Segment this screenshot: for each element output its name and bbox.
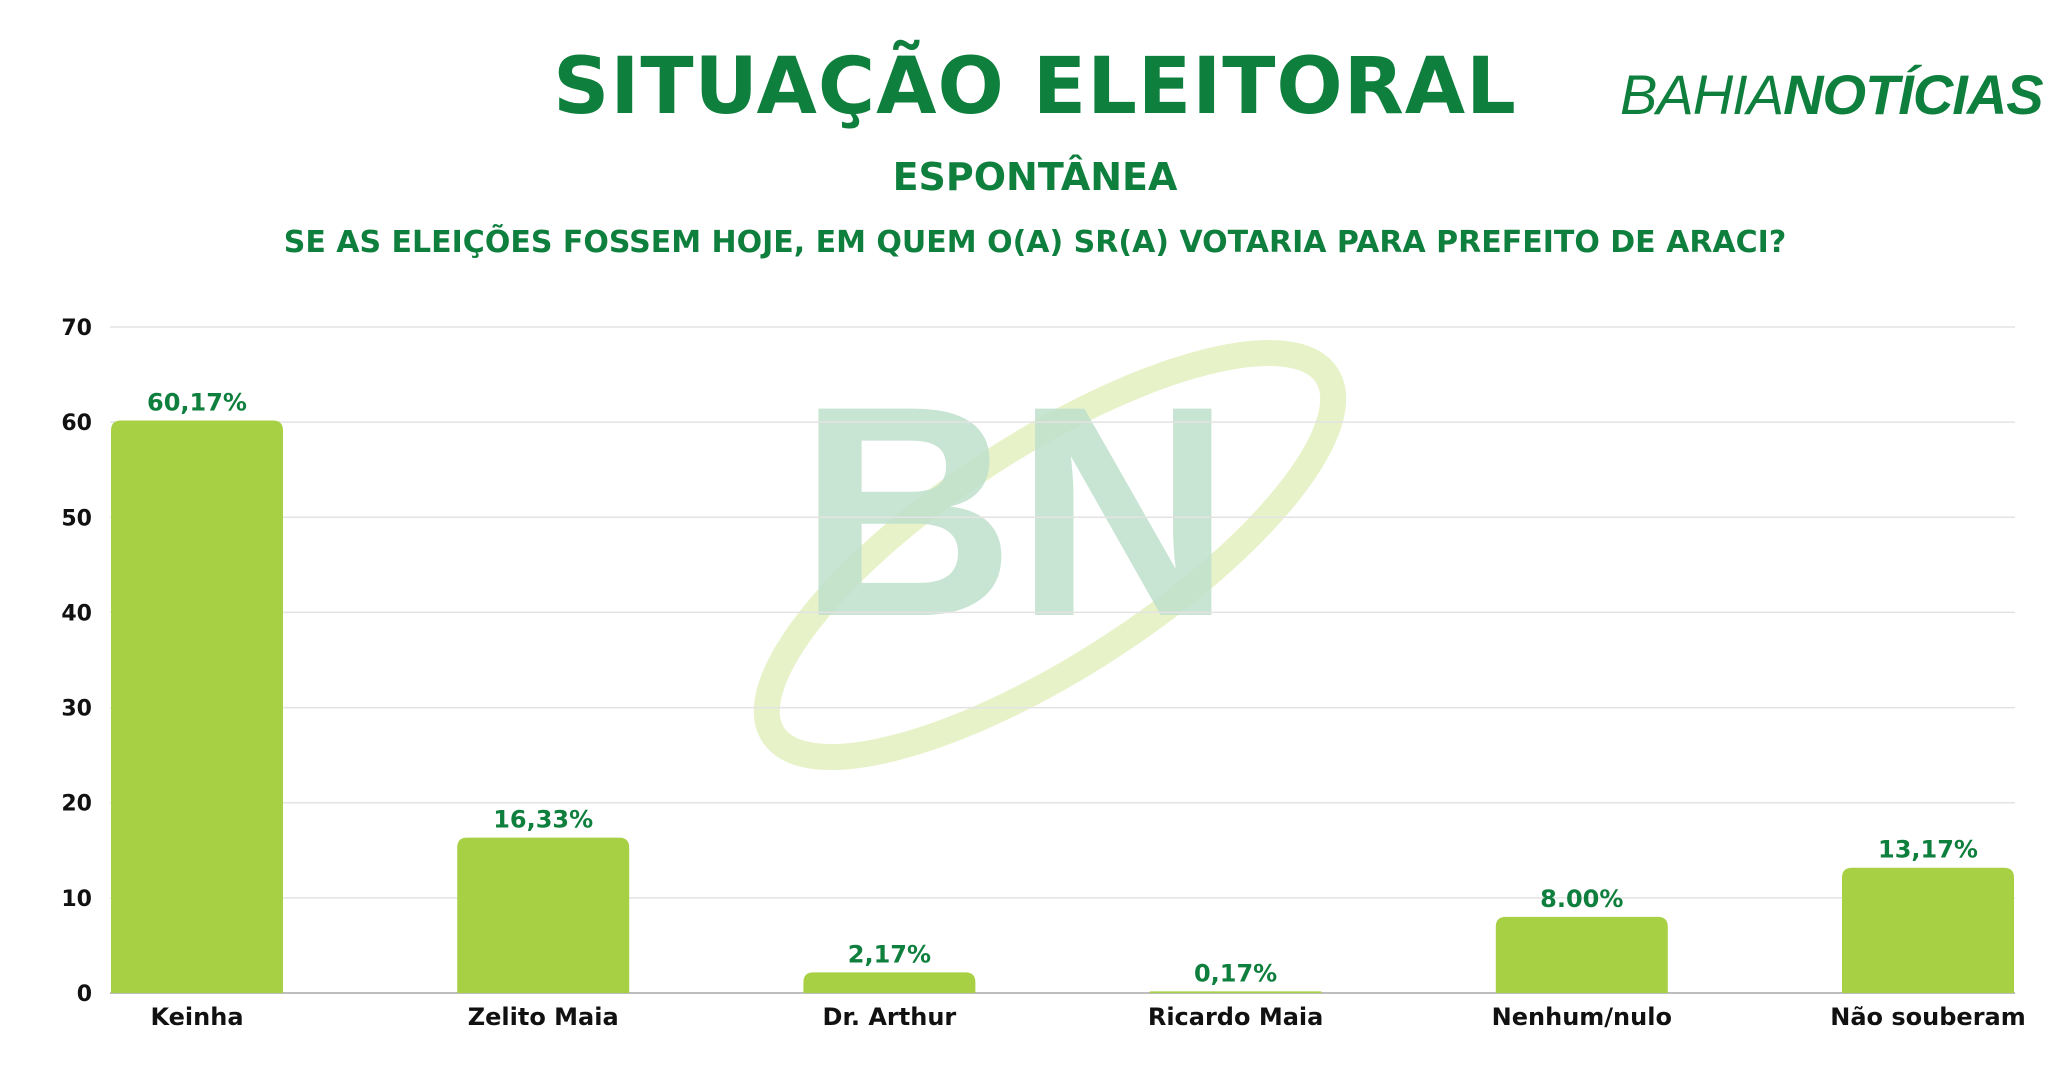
x-category-label-1: Zelito Maia: [468, 1003, 619, 1031]
y-tick-label: 60: [61, 411, 92, 436]
y-tick-label: 50: [61, 506, 92, 531]
bar-1: [457, 837, 630, 993]
bar-3: [1149, 991, 1322, 993]
y-tick-label: 40: [61, 601, 92, 626]
bar-0: [111, 420, 283, 994]
data-label-3: 0,17%: [1194, 959, 1277, 987]
y-tick-label: 0: [77, 982, 92, 1007]
x-category-label-5: Não souberam: [1830, 1003, 2025, 1031]
y-tick-label: 70: [61, 316, 92, 341]
data-label-4: 8.00%: [1540, 885, 1623, 913]
bn-watermark-logo: BN: [753, 339, 1347, 771]
x-category-label-2: Dr. Arthur: [823, 1003, 957, 1031]
chart-gridlines: [110, 326, 2015, 994]
x-axis: Keinha Zelito Maia Dr. Arthur Ricardo Maia N…: [150, 1003, 2025, 1031]
bar-4: [1495, 916, 1668, 993]
y-tick-label: 30: [61, 697, 92, 722]
logo-part-bahia: BAHIA: [1620, 63, 1784, 126]
x-category-label-0: Keinha: [150, 1003, 243, 1031]
chart-subtitle: ESPONTÂNEA: [892, 155, 1178, 199]
x-category-label-3: Ricardo Maia: [1148, 1003, 1324, 1031]
chart-title: SITUAÇÃO ELEITORAL: [553, 42, 1517, 132]
bar-2: [803, 972, 976, 993]
watermark-letters: BN: [798, 343, 1231, 679]
survey-question: SE AS ELEIÇÕES FOSSEM HOJE, EM QUEM O(A)…: [283, 225, 1787, 260]
chart-data-labels: 60,17% 16,33% 2,17% 0,17% 8.00% 13,17%: [147, 389, 1978, 988]
bahia-noticias-logo: BAHIANOTÍCIAS: [1620, 62, 2044, 127]
bar-5: [1842, 867, 2014, 993]
watermark-swoosh: [753, 339, 1347, 771]
logo-part-noticias: NOTÍCIAS: [1783, 63, 2044, 126]
x-category-label-4: Nenhum/nulo: [1492, 1003, 1672, 1031]
data-label-5: 13,17%: [1878, 836, 1978, 864]
chart-bars: [111, 420, 2014, 994]
data-label-2: 2,17%: [848, 940, 931, 968]
data-label-1: 16,33%: [493, 806, 593, 834]
data-label-0: 60,17%: [147, 389, 247, 417]
y-tick-label: 20: [61, 792, 92, 817]
y-tick-label: 10: [61, 887, 92, 912]
y-axis: 0 10 20 30 40 50 60 70: [61, 316, 92, 1007]
